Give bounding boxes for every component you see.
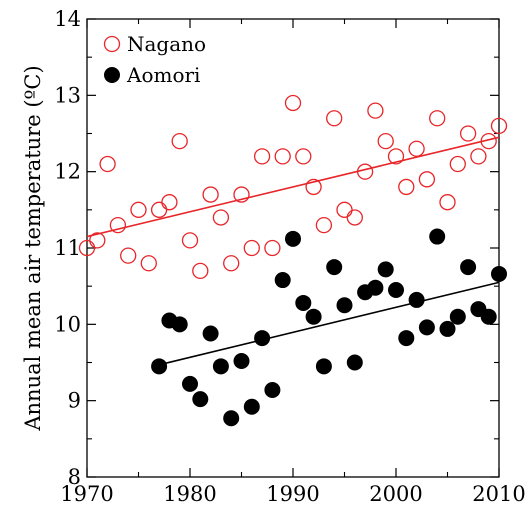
- plot-frame: [86, 18, 500, 478]
- point-nagano: [130, 201, 147, 218]
- point-nagano: [140, 255, 157, 272]
- point-nagano: [233, 186, 250, 203]
- point-aomori: [254, 330, 271, 347]
- point-aomori: [223, 410, 240, 427]
- point-nagano: [490, 117, 508, 135]
- point-nagano: [192, 262, 209, 280]
- point-nagano: [109, 216, 127, 234]
- axis-ticks: 1970 1980 1990 2000 2010 8 9 10 11 12 13 14: [54, 7, 525, 506]
- x-tick-label: 1980: [163, 482, 216, 506]
- point-nagano: [336, 201, 353, 218]
- point-nagano: [171, 132, 188, 150]
- point-nagano: [398, 178, 415, 196]
- point-aomori: [171, 316, 188, 333]
- point-nagano: [99, 155, 116, 173]
- point-aomori: [295, 294, 312, 311]
- point-nagano: [253, 148, 271, 165]
- point-aomori: [429, 228, 446, 245]
- point-aomori: [377, 261, 394, 278]
- point-aomori: [449, 308, 466, 325]
- point-aomori: [182, 375, 198, 392]
- point-nagano: [223, 255, 240, 272]
- point-nagano: [305, 178, 322, 196]
- y-tick-label: 10: [54, 312, 81, 336]
- point-nagano: [161, 194, 178, 211]
- point-nagano: [150, 201, 168, 218]
- point-nagano: [243, 239, 260, 257]
- point-aomori: [285, 230, 301, 247]
- point-aomori: [326, 259, 343, 276]
- point-aomori: [243, 398, 260, 415]
- y-tick-label: 12: [54, 160, 81, 184]
- point-aomori: [408, 291, 425, 308]
- point-nagano: [356, 163, 374, 180]
- trend-line-nagano: [86, 136, 500, 238]
- trend-line-aomori: [158, 281, 500, 366]
- y-tick-label: 13: [54, 83, 81, 107]
- point-aomori: [315, 358, 332, 375]
- point-nagano: [202, 186, 219, 203]
- point-aomori: [346, 354, 363, 371]
- x-tick-label: 1990: [266, 482, 319, 506]
- point-aomori: [336, 297, 353, 314]
- point-nagano: [480, 132, 497, 150]
- point-nagano: [387, 148, 405, 165]
- point-nagano: [181, 232, 199, 249]
- point-aomori: [264, 381, 281, 398]
- point-aomori: [491, 265, 507, 282]
- point-nagano: [470, 148, 487, 165]
- legend-marker-nagano: [103, 35, 121, 53]
- point-aomori: [192, 391, 209, 408]
- x-tick-label: 2010: [472, 482, 525, 506]
- point-nagano: [315, 216, 333, 234]
- point-aomori: [367, 279, 384, 296]
- point-nagano: [459, 125, 477, 142]
- y-tick-label: 9: [68, 389, 81, 413]
- point-nagano: [408, 140, 425, 157]
- y-tick-label: 14: [54, 7, 81, 31]
- point-aomori: [418, 319, 435, 336]
- point-nagano: [346, 209, 363, 226]
- legend-label-nagano: Nagano: [127, 32, 206, 56]
- point-aomori: [305, 308, 322, 325]
- point-nagano: [274, 148, 291, 165]
- legend: Nagano Aomori: [103, 32, 206, 87]
- point-aomori: [212, 358, 229, 375]
- point-nagano: [439, 194, 456, 211]
- point-aomori: [202, 325, 219, 342]
- point-nagano: [326, 110, 343, 127]
- y-tick-label: 11: [54, 236, 81, 260]
- legend-label-aomori: Aomori: [126, 63, 200, 87]
- point-aomori: [151, 358, 168, 375]
- x-tick-label: 1970: [60, 482, 113, 506]
- point-nagano: [212, 209, 230, 226]
- point-aomori: [233, 352, 250, 369]
- point-nagano: [295, 148, 312, 165]
- point-nagano: [449, 155, 466, 173]
- point-aomori: [274, 272, 291, 289]
- point-aomori: [460, 259, 477, 276]
- point-nagano: [264, 239, 281, 257]
- point-aomori: [398, 330, 415, 347]
- y-axis-title: Annual mean air temperature (ºC): [21, 65, 45, 431]
- point-nagano: [367, 102, 384, 119]
- point-aomori: [480, 308, 497, 325]
- y-tick-label: 8: [68, 465, 81, 489]
- trend-lines: [86, 136, 500, 366]
- point-aomori: [388, 281, 404, 298]
- point-aomori: [439, 320, 456, 337]
- x-tick-label: 2000: [369, 482, 422, 506]
- point-nagano: [284, 94, 302, 112]
- point-nagano: [120, 247, 137, 264]
- legend-marker-aomori: [104, 67, 120, 83]
- point-nagano: [429, 110, 446, 127]
- data-points: [78, 94, 508, 427]
- point-nagano: [377, 132, 394, 150]
- point-nagano: [89, 232, 106, 249]
- point-nagano: [418, 171, 436, 188]
